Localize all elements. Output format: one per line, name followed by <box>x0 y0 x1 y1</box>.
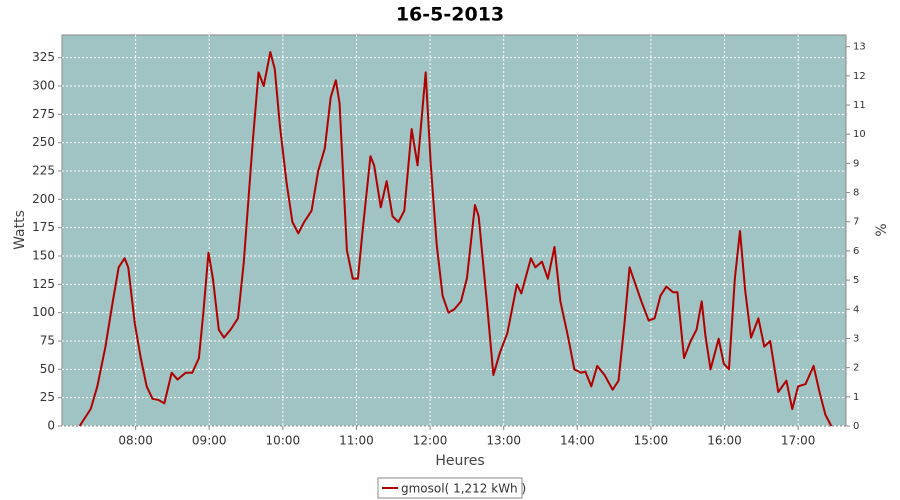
plot-area <box>61 34 847 427</box>
y2-tick-label: 13 <box>853 42 866 53</box>
x-tick-label: 11:00 <box>339 434 374 448</box>
y-tick-label: 325 <box>32 50 55 64</box>
y2-tick-label: 7 <box>853 217 859 228</box>
legend-box <box>377 477 523 499</box>
y-tick-label: 50 <box>40 362 55 376</box>
x-tick-label: 15:00 <box>634 434 669 448</box>
y-axis-label: Watts <box>12 210 28 250</box>
series-line <box>78 51 833 427</box>
y2-tick-label: 3 <box>853 333 859 344</box>
y-tick-label: 175 <box>32 220 55 234</box>
y2-tick-label: 6 <box>853 246 859 257</box>
y-tick-label: 275 <box>32 107 55 121</box>
y-tick-label: 100 <box>32 305 55 319</box>
y-tick-label: 125 <box>32 277 55 291</box>
y2-tick-label: 8 <box>853 188 859 199</box>
x-tick-label: 09:00 <box>192 434 227 448</box>
y2-tick-label: 0 <box>853 421 859 432</box>
y-tick-label: 0 <box>47 419 55 433</box>
legend-label: gmosol( 1,212 kWh ) <box>401 482 526 496</box>
y2-tick-label: 2 <box>853 363 859 374</box>
y2-tick-label: 4 <box>853 304 859 315</box>
x-tick-label: 12:00 <box>413 434 448 448</box>
y-tick-label: 300 <box>32 79 55 93</box>
x-tick-label: 17:00 <box>781 434 816 448</box>
y-tick-label: 150 <box>32 249 55 263</box>
y-tick-label: 250 <box>32 135 55 149</box>
y2-tick-label: 9 <box>853 158 859 169</box>
y-tick-label: 25 <box>40 390 55 404</box>
x-tick-label: 10:00 <box>266 434 301 448</box>
x-tick-label: 16:00 <box>707 434 742 448</box>
y-tick-label: 75 <box>40 334 55 348</box>
y2-tick-label: 11 <box>853 100 866 111</box>
x-tick-label: 08:00 <box>118 434 153 448</box>
x-tick-label: 13:00 <box>486 434 521 448</box>
y-tick-label: 225 <box>32 164 55 178</box>
chart-title: 16-5-2013 <box>396 4 504 26</box>
y2-axis-label: % <box>874 223 890 236</box>
y2-tick-label: 12 <box>853 71 866 82</box>
y-tick-label: 200 <box>32 192 55 206</box>
y2-tick-label: 10 <box>853 129 866 140</box>
y2-tick-label: 1 <box>853 392 859 403</box>
x-axis-label: Heures <box>435 453 484 469</box>
y2-tick-label: 5 <box>853 275 859 286</box>
x-tick-label: 14:00 <box>560 434 595 448</box>
